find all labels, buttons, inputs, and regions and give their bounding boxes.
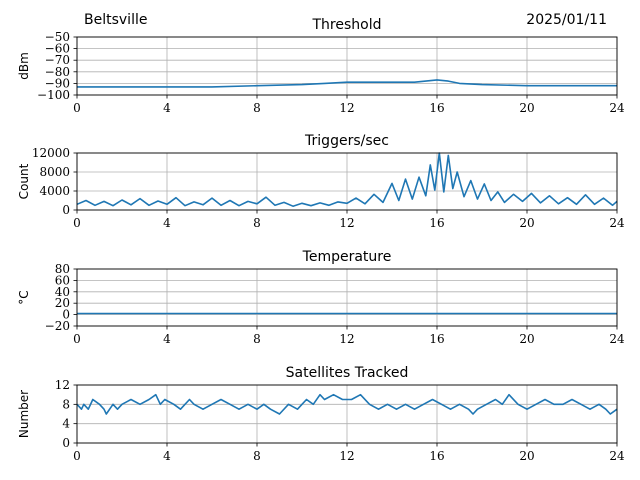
x-tick-label: 12 — [339, 101, 354, 115]
y-axis-label: dBm — [17, 52, 31, 80]
x-tick-label: 8 — [253, 449, 261, 463]
x-tick-label: 16 — [429, 101, 444, 115]
x-tick-label: 12 — [339, 216, 354, 230]
chart-panel-4: 0 4 8 12 16 20 24 0 4 8 12 Satellites Tracked Number — [17, 365, 625, 463]
x-tick-label: 16 — [429, 332, 444, 346]
x-tick-label: 4 — [163, 216, 171, 230]
y-tick-label: −70 — [45, 53, 70, 67]
y-tick-label: −90 — [45, 76, 70, 90]
x-tick-label: 0 — [73, 101, 81, 115]
x-tick-label: 24 — [609, 449, 625, 463]
chart-title: Satellites Tracked — [286, 365, 409, 381]
x-tick-label: 8 — [253, 216, 261, 230]
x-tick-label: 20 — [519, 101, 534, 115]
x-tick-label: 20 — [519, 332, 534, 346]
x-tick-label: 4 — [163, 449, 171, 463]
x-tick-label: 24 — [609, 332, 625, 346]
x-tick-label: 0 — [73, 216, 81, 230]
x-tick-label: 16 — [429, 216, 444, 230]
y-tick-label: 0 — [62, 308, 70, 322]
date-label: 2025/01/11 — [526, 12, 607, 28]
y-tick-label: −50 — [45, 30, 70, 44]
y-tick-label: −100 — [37, 88, 70, 102]
y-tick-label: 4 — [62, 417, 70, 431]
series-line-1 — [77, 79, 617, 88]
y-tick-label: 40 — [55, 285, 70, 299]
x-tick-label: 12 — [339, 449, 354, 463]
y-tick-label: 4000 — [39, 184, 70, 198]
series-line-1 — [76, 152, 618, 207]
y-tick-label: 60 — [55, 273, 70, 287]
x-tick-label: 12 — [339, 332, 354, 346]
chart-panel-1: 0 4 8 12 16 20 24 −100−90−80−70−60−50 Threshold d… — [17, 17, 625, 115]
chart-panel-2: 0 4 8 12 16 20 24 0 4000 8000 12000 Triggers/sec Cou… — [17, 133, 625, 230]
x-tick-label: 8 — [253, 332, 261, 346]
x-tick-label: 8 — [253, 101, 261, 115]
y-axis-label: Number — [17, 390, 31, 438]
x-tick-label: 0 — [73, 332, 81, 346]
chart-title: Threshold — [312, 17, 382, 33]
y-axis-label: °C — [17, 290, 31, 304]
chart-title: Triggers/sec — [304, 133, 389, 149]
x-tick-label: 4 — [163, 332, 171, 346]
y-tick-label: 20 — [55, 296, 70, 310]
y-tick-label: 12000 — [32, 146, 70, 160]
y-axis-label: Count — [17, 163, 31, 199]
y-tick-label: 8 — [62, 397, 70, 411]
y-tick-label: 8000 — [39, 165, 70, 179]
y-tick-label: −60 — [45, 42, 70, 56]
site-label: Beltsville — [84, 12, 148, 28]
x-tick-label: 20 — [519, 216, 534, 230]
y-tick-label: 12 — [55, 378, 70, 392]
y-tick-label: −20 — [45, 319, 70, 333]
x-tick-label: 4 — [163, 101, 171, 115]
y-tick-label: 0 — [62, 436, 70, 450]
x-tick-label: 24 — [609, 101, 625, 115]
y-tick-label: 0 — [62, 203, 70, 217]
y-tick-label: −80 — [45, 65, 70, 79]
x-tick-label: 16 — [429, 449, 444, 463]
x-tick-label: 0 — [73, 449, 81, 463]
y-tick-label: 80 — [55, 262, 70, 276]
series-line-1 — [76, 393, 618, 415]
chart-title: Temperature — [302, 249, 392, 265]
x-tick-label: 24 — [609, 216, 625, 230]
x-tick-label: 20 — [519, 449, 534, 463]
